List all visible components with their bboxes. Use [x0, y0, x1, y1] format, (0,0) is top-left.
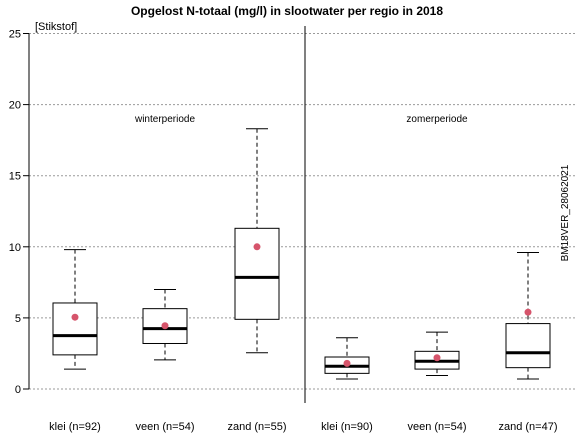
mean-point	[343, 359, 351, 367]
box-6	[505, 251, 551, 380]
y-tick-label: 25	[9, 29, 21, 41]
box-1	[52, 249, 98, 370]
mean-point	[71, 313, 79, 321]
period-label-winter: winterperiode	[134, 114, 195, 125]
category-label: klei (n=90)	[321, 421, 373, 433]
y-tick-label: 5	[15, 313, 21, 325]
box-3	[234, 128, 280, 354]
boxes	[52, 128, 551, 380]
y-tick-label: 0	[15, 384, 21, 396]
y-tick-label: 10	[9, 242, 21, 254]
category-labels: klei (n=92) veen (n=54) zand (n=55) klei (n…	[49, 421, 557, 433]
period-label-summer: zomerperiode	[406, 114, 468, 125]
iqr-box	[505, 323, 551, 369]
box-5	[414, 331, 460, 376]
y-axis-label: [Stikstof]	[35, 21, 77, 33]
category-label: klei (n=92)	[49, 421, 101, 433]
chart-title: Opgelost N-totaal (mg/l) in slootwater p…	[131, 4, 443, 18]
box-2	[142, 288, 188, 361]
y-tick-label: 20	[9, 100, 21, 112]
mean-point	[253, 243, 261, 251]
iqr-box	[234, 227, 280, 320]
category-label: zand (n=47)	[498, 421, 557, 433]
category-label: veen (n=54)	[135, 421, 194, 433]
iqr-box	[52, 302, 98, 356]
mean-point	[433, 354, 441, 362]
category-label: veen (n=54)	[407, 421, 466, 433]
y-axis: 0 5 10 15 20 25	[9, 29, 30, 396]
box-4	[324, 337, 370, 380]
watermark-code: BM18VER_28062021	[560, 164, 571, 261]
mean-point	[161, 322, 169, 330]
gridlines	[29, 33, 575, 390]
category-label: zand (n=55)	[227, 421, 286, 433]
mean-point	[524, 308, 532, 316]
y-tick-label: 15	[9, 171, 21, 183]
